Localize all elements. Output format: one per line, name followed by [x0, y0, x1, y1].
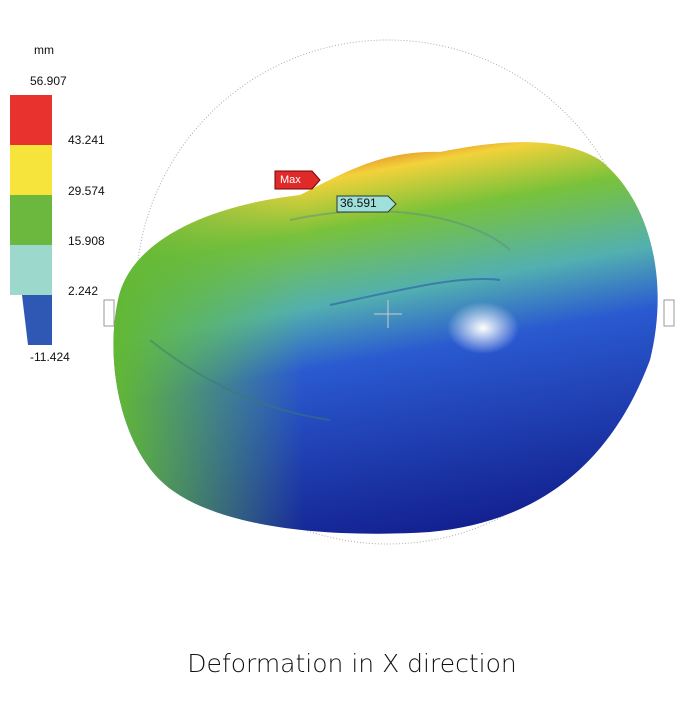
- legend-level: -11.424: [30, 350, 70, 364]
- model: [113, 142, 658, 534]
- caption: Deformation in X direction: [187, 649, 516, 678]
- legend-level: 43.241: [68, 133, 105, 147]
- legend-level: 56.907: [30, 74, 67, 88]
- probe-marker: 36.591: [340, 196, 377, 210]
- legend-unit: mm: [34, 43, 54, 57]
- legend-level: 2.242: [68, 284, 98, 298]
- highlight: [447, 302, 519, 354]
- legend-level: 15.908: [68, 234, 105, 248]
- helmet-side: [113, 142, 658, 534]
- max-marker: Max: [280, 174, 301, 186]
- legend-level: 29.574: [68, 184, 105, 198]
- legend: mm 56.907 43.241 29.574 15.908 2.242 -11…: [10, 43, 105, 364]
